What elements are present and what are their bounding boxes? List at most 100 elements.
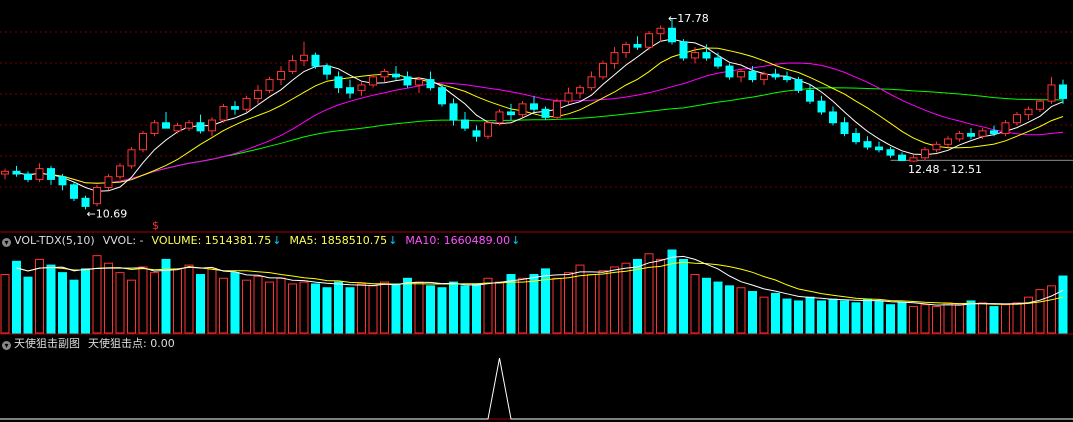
indicator-title[interactable]: 天使狙击副图 — [14, 337, 80, 350]
volume-bar — [828, 298, 838, 334]
candle-body — [472, 130, 481, 137]
candle-body — [81, 197, 90, 207]
volume-bar — [334, 281, 343, 334]
candle-body — [944, 138, 952, 145]
volume-bar — [46, 264, 56, 334]
candle-body — [127, 149, 136, 167]
candle-body — [886, 149, 895, 156]
candle-body — [1, 170, 9, 175]
candle-body — [300, 54, 308, 62]
volume-indicator-name[interactable]: VOL-TDX(5,10) — [14, 234, 95, 247]
signal-marker: $ — [152, 219, 159, 232]
candle-body — [1013, 114, 1021, 124]
volume-bar — [529, 274, 539, 334]
candle-body — [760, 73, 768, 81]
candle-body — [748, 70, 757, 81]
volume-bar — [748, 291, 757, 334]
candle-body — [208, 119, 216, 132]
volume-bars — [0, 249, 1068, 334]
candle-body — [1047, 84, 1056, 102]
volume-bar — [690, 274, 700, 334]
volume-ma5-line — [16, 255, 1064, 306]
volume-bar — [403, 277, 412, 334]
volume-panel — [0, 249, 1073, 335]
volume-bar — [805, 296, 815, 334]
volume-bar — [1024, 296, 1033, 334]
candle-body — [311, 54, 320, 67]
volume-bar — [472, 283, 481, 334]
volume-bar — [150, 272, 159, 334]
candle-body — [771, 73, 780, 78]
volume-bar — [276, 277, 286, 334]
candle-body — [909, 157, 918, 162]
volume-bar — [897, 302, 907, 334]
candle-body — [47, 168, 55, 180]
volume-bar — [322, 287, 332, 334]
volume-bar — [230, 272, 240, 334]
candle-body — [875, 146, 883, 151]
settings-toggle-icon[interactable]: ▾ — [2, 341, 11, 350]
volume-bar — [759, 296, 769, 334]
volume-bar — [1001, 304, 1010, 334]
volume-bar — [978, 302, 987, 334]
volume-ma10-line — [16, 261, 1064, 305]
candle-body — [564, 92, 573, 102]
volume-bar — [943, 302, 953, 334]
ma60-line — [142, 87, 1064, 176]
volume-bar — [23, 276, 33, 334]
candle-body — [288, 60, 297, 72]
candle-body — [656, 27, 665, 35]
volume-bar — [667, 249, 677, 334]
candle-body — [35, 168, 44, 180]
volume-bar — [817, 300, 826, 334]
volume-bar — [840, 300, 849, 334]
volume-bar — [357, 283, 366, 334]
candle-body — [438, 87, 446, 105]
signal-line — [0, 358, 1073, 420]
volume-bar — [863, 298, 872, 334]
candle-body — [863, 141, 872, 148]
candle-body — [1001, 122, 1010, 135]
candle-body — [104, 176, 113, 189]
candle-body — [449, 103, 458, 121]
volume-bar — [92, 255, 102, 334]
candle-body — [139, 133, 147, 151]
settings-toggle-icon[interactable]: ▾ — [2, 238, 11, 247]
range-price-label: 12.48 - 12.51 — [908, 163, 982, 176]
indicator-panel — [0, 358, 1073, 420]
candle-body — [150, 122, 159, 135]
candle-body — [231, 106, 239, 110]
volume-bar — [966, 300, 976, 334]
volume-bar — [299, 281, 309, 334]
volume-bar — [483, 277, 493, 334]
volume-bar — [1058, 275, 1068, 334]
volume-bar — [771, 292, 780, 334]
volume-bar — [69, 279, 79, 334]
candle-body — [70, 184, 78, 199]
candle-body — [932, 143, 941, 151]
candle-body — [679, 41, 688, 59]
price-annotations: ←17.78 ←10.69 12.48 - 12.51 $ — [87, 12, 982, 232]
candle-body — [898, 154, 906, 162]
candle-body — [587, 76, 596, 89]
candle-body — [725, 65, 734, 78]
volume-bar — [138, 266, 148, 334]
candle-body — [219, 106, 228, 121]
volume-bar — [575, 264, 585, 334]
volume-bar — [437, 287, 447, 334]
candle-body — [553, 100, 561, 118]
signal-indicator-line — [0, 358, 1073, 420]
volume-bar — [932, 306, 941, 334]
volume-bar — [598, 270, 608, 334]
candle-body — [633, 43, 642, 48]
candle-body — [242, 97, 251, 110]
volume-bar — [115, 272, 125, 334]
volume-bar — [12, 260, 21, 334]
volume-bar — [656, 258, 665, 334]
candle-body — [173, 124, 182, 132]
candle-body — [783, 76, 791, 81]
volume-bar — [725, 285, 734, 334]
candle-body — [794, 79, 803, 91]
volume-bar — [989, 306, 999, 334]
volume-bar — [81, 268, 90, 334]
